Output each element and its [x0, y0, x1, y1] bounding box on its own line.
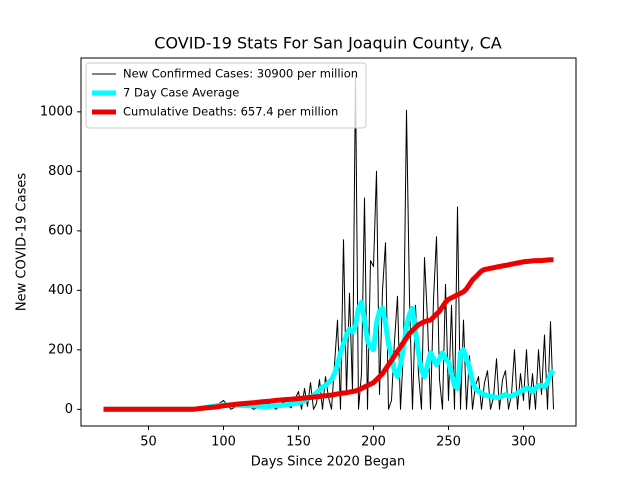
y-tick-label: 800 — [48, 164, 73, 179]
x-tick-label: 100 — [211, 435, 236, 450]
y-tick-label: 1000 — [40, 104, 73, 119]
y-tick-label: 200 — [48, 342, 73, 357]
legend-label: New Confirmed Cases: 30900 per million — [123, 67, 358, 81]
x-tick-label: 250 — [436, 435, 461, 450]
y-tick-label: 400 — [48, 283, 73, 298]
x-tick-label: 300 — [511, 435, 536, 450]
y-axis-label: New COVID-19 Cases — [15, 173, 30, 311]
legend-label: Cumulative Deaths: 657.4 per million — [123, 105, 338, 119]
series-line — [103, 257, 554, 412]
legend-box — [85, 62, 367, 129]
chart-title: COVID-19 Stats For San Joaquin County, C… — [154, 34, 502, 53]
legend-label: 7 Day Case Average — [123, 86, 239, 100]
x-axis-label: Days Since 2020 Began — [251, 455, 406, 470]
x-tick-label: 150 — [286, 435, 311, 450]
x-tick-label: 50 — [140, 435, 157, 450]
y-tick-label: 0 — [65, 402, 73, 417]
plot-frame — [80, 57, 577, 427]
x-tick-label: 200 — [361, 435, 386, 450]
y-tick-label: 600 — [48, 223, 73, 238]
